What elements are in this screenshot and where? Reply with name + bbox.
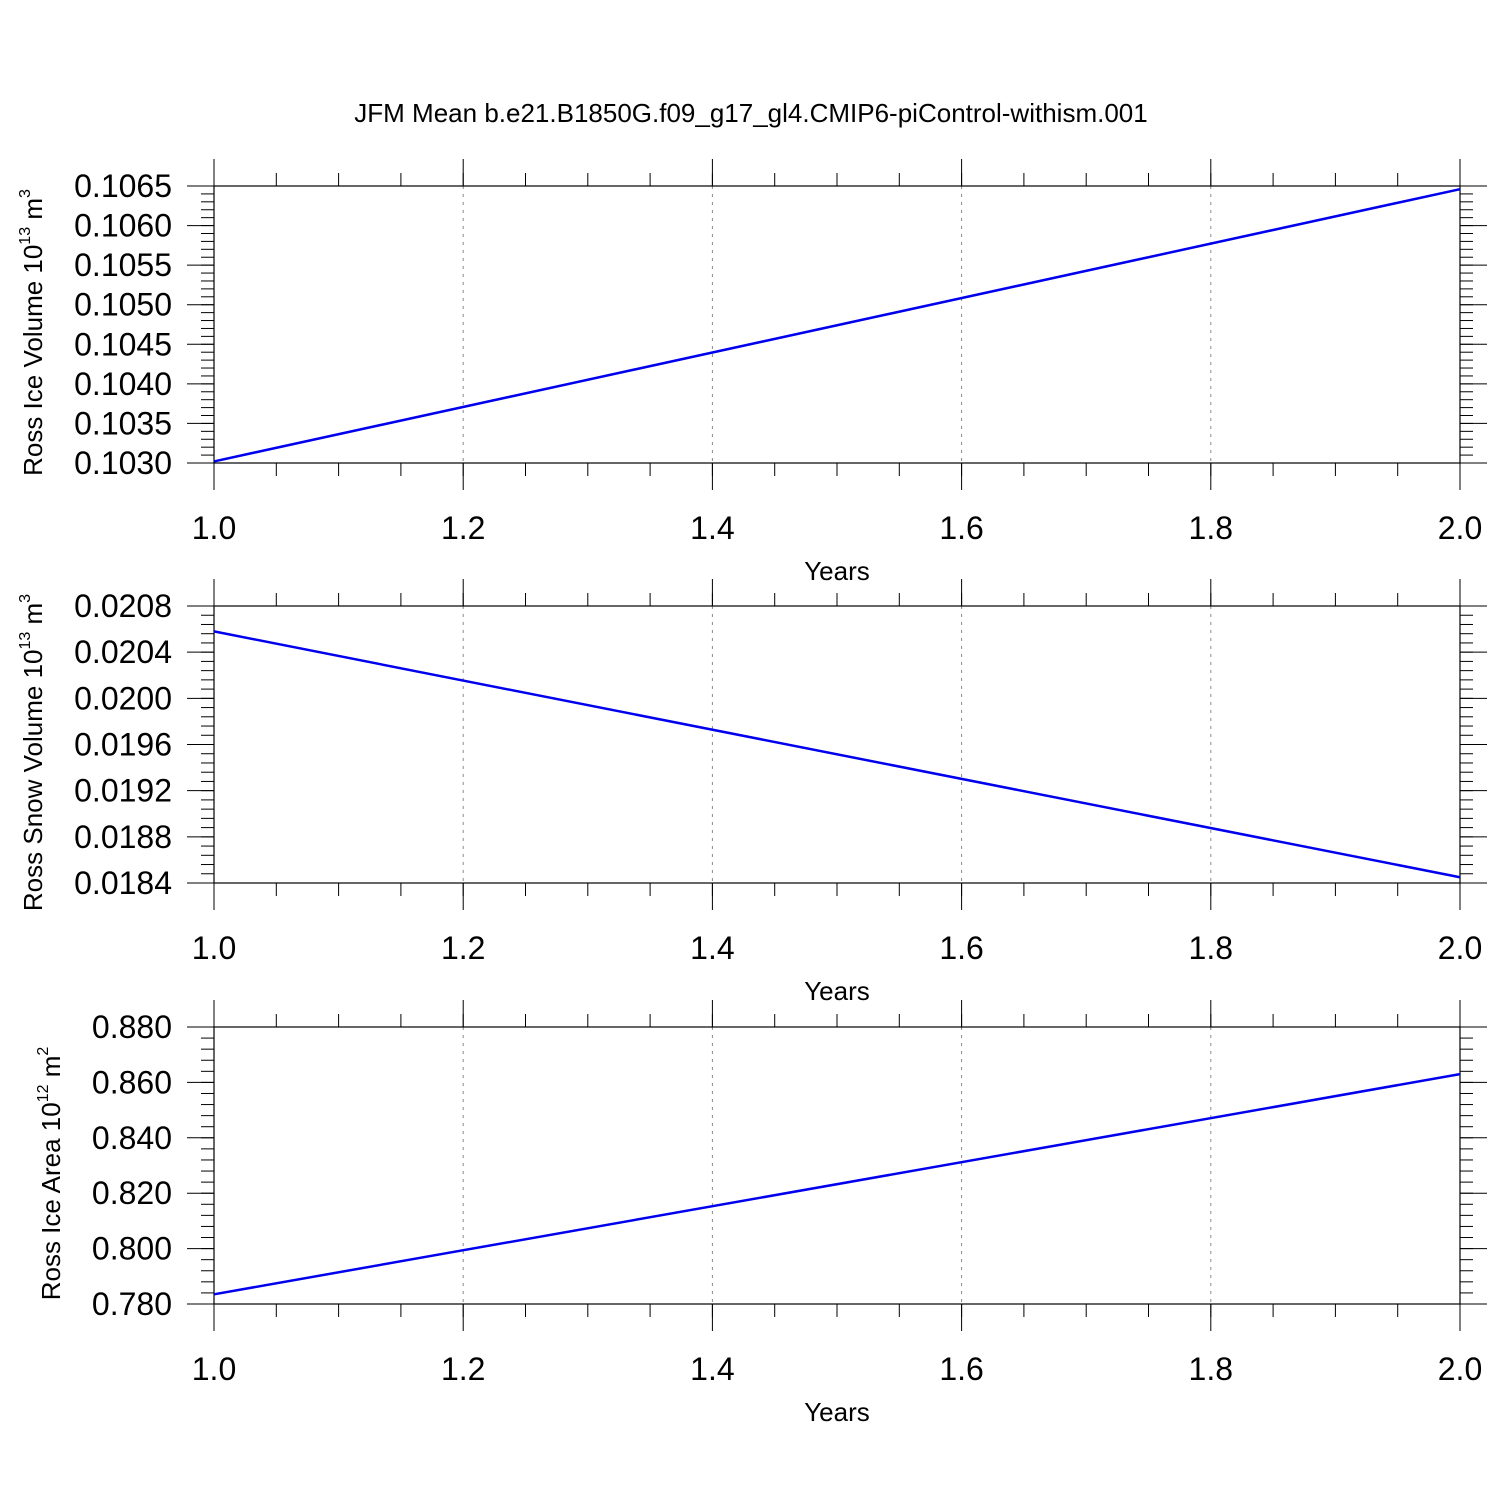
series-line: [213, 630, 1461, 879]
x-tick-label: 1.4: [690, 930, 734, 966]
y-tick-label: 0.1045: [74, 326, 172, 362]
y-tick-label: 0.1065: [74, 168, 172, 204]
panel-2: 1.0 1.2 1.4 1.6 1.8 2.0 0.0184 0.0188 0.0192 0.01…: [17, 579, 1487, 1006]
x-tick-label: 2.0: [1438, 510, 1482, 546]
chart-title: JFM Mean b.e21.B1850G.f09_g17_gl4.CMIP6-…: [354, 98, 1147, 128]
x-axis-title: Years: [804, 1397, 870, 1427]
x-axis-title: Years: [804, 976, 870, 1006]
x-tick-label: 1.8: [1189, 1351, 1233, 1387]
y-tick-label: 0.1060: [74, 208, 172, 244]
y-tick-label: 0.860: [92, 1064, 172, 1100]
x-tick-label: 1.2: [441, 1351, 485, 1387]
y-axis-title: Ross Ice Volume 1013 m3: [17, 189, 48, 476]
x-tick-label: 1.2: [441, 510, 485, 546]
x-tick-label: 2.0: [1438, 1351, 1482, 1387]
x-tick-label: 1.4: [690, 1351, 734, 1387]
y-tick-label: 0.820: [92, 1175, 172, 1211]
series-line: [213, 187, 1461, 463]
y-tick-label: 0.0188: [74, 819, 172, 855]
x-tick-label: 1.0: [192, 1351, 236, 1387]
panel-3: 1.0 1.2 1.4 1.6 1.8 2.0 0.780 0.800 0.820 0.840 0.…: [35, 1000, 1487, 1427]
x-tick-label: 1.4: [690, 510, 734, 546]
x-tick-label: 2.0: [1438, 930, 1482, 966]
y-tick-label: 0.800: [92, 1231, 172, 1267]
series-line: [213, 1072, 1461, 1296]
y-tick-label: 0.1030: [74, 445, 172, 481]
y-tick-label: 0.1035: [74, 405, 172, 441]
tick-marks: [187, 579, 1487, 910]
y-tick-label: 0.880: [92, 1009, 172, 1045]
x-axis-title: Years: [804, 556, 870, 586]
tick-marks: [187, 1000, 1487, 1331]
x-tick-label: 1.6: [939, 1351, 983, 1387]
y-axis-title: Ross Snow Volume 1013 m3: [17, 594, 48, 911]
y-tick-label: 0.1040: [74, 366, 172, 402]
y-tick-label: 0.0204: [74, 634, 172, 670]
y-axis-title: Ross Ice Area 1012 m2: [35, 1047, 66, 1301]
y-tick-label: 0.1055: [74, 247, 172, 283]
x-tick-label: 1.6: [939, 510, 983, 546]
y-tick-label: 0.0196: [74, 727, 172, 763]
y-tick-label: 0.1050: [74, 287, 172, 323]
x-tick-label: 1.6: [939, 930, 983, 966]
x-tick-label: 1.0: [192, 510, 236, 546]
x-tick-label: 1.2: [441, 930, 485, 966]
y-tick-label: 0.780: [92, 1286, 172, 1322]
x-tick-label: 1.8: [1189, 930, 1233, 966]
x-tick-label: 1.0: [192, 930, 236, 966]
y-tick-label: 0.0192: [74, 773, 172, 809]
y-tick-label: 0.0208: [74, 588, 172, 624]
y-tick-label: 0.840: [92, 1120, 172, 1156]
y-tick-label: 0.0184: [74, 865, 172, 901]
tick-marks: [187, 159, 1487, 490]
x-tick-label: 1.8: [1189, 510, 1233, 546]
y-tick-label: 0.0200: [74, 680, 172, 716]
